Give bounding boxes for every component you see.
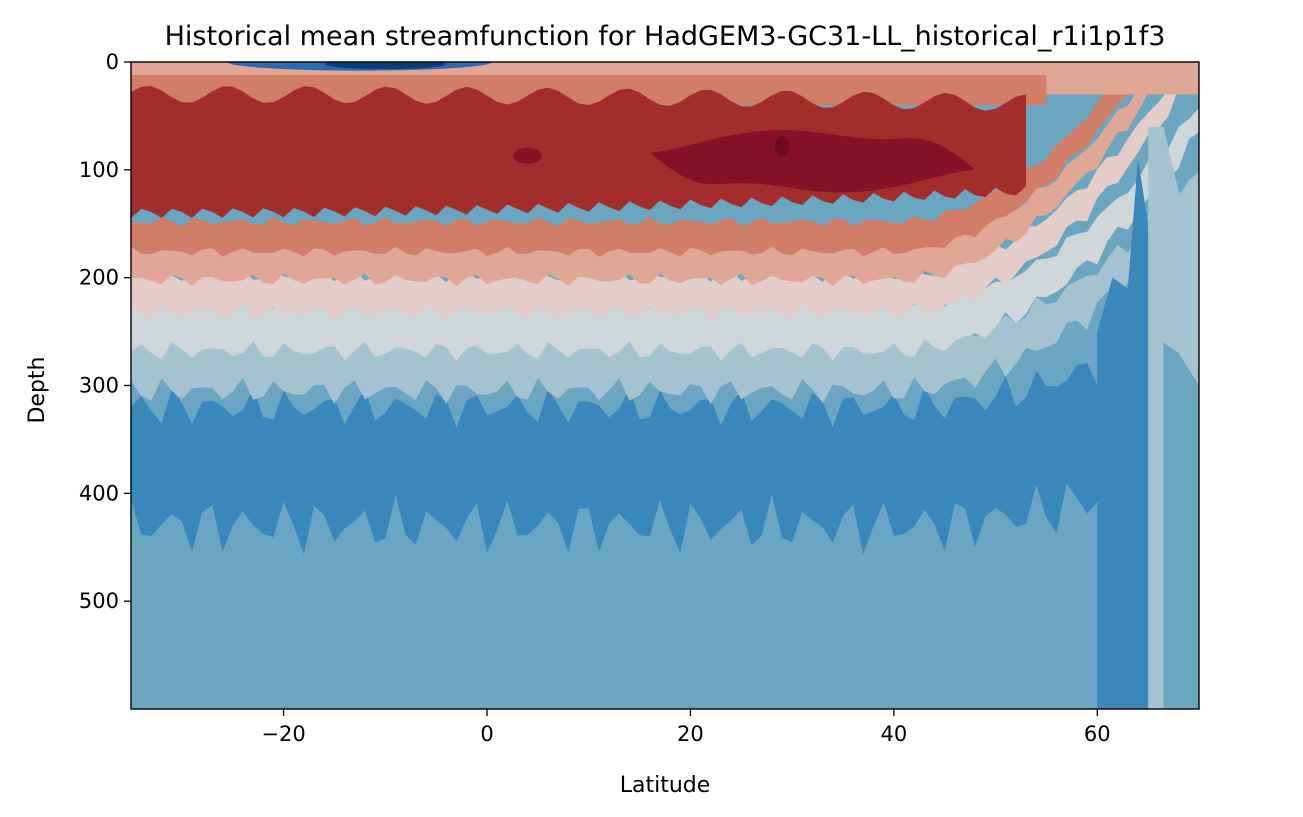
y-tick-label: 200: [79, 266, 119, 290]
y-tick-label: 500: [79, 589, 119, 613]
x-tick-label: 60: [1084, 722, 1111, 746]
x-axis-label: Latitude: [620, 773, 711, 798]
surface-negative-core: [325, 62, 446, 70]
core-maximum-small: [513, 147, 542, 164]
band-level-4: [131, 62, 1199, 321]
contour-fill: [131, 62, 1199, 709]
y-tick-label: 100: [79, 158, 119, 182]
core-peak: [774, 136, 789, 157]
chart-title: Historical mean streamfunction for HadGE…: [165, 21, 1166, 52]
x-axis: −20 0 20 40 60: [261, 709, 1111, 746]
upper-strip: [131, 74, 1047, 106]
x-tick-label: −20: [261, 722, 305, 746]
northern-column: [1097, 159, 1157, 709]
core-maximum: [651, 130, 974, 193]
northern-weak-deep: [1163, 342, 1199, 709]
band-level-1: [131, 303, 1199, 555]
x-tick-label: 20: [677, 722, 704, 746]
y-axis-label: Depth: [25, 356, 50, 423]
y-tick-label: 400: [79, 481, 119, 505]
x-tick-label: 40: [880, 722, 907, 746]
x-tick-label: 0: [480, 722, 493, 746]
y-tick-label: 0: [106, 50, 119, 74]
band-level-6: [131, 62, 1147, 257]
band-level-5: [131, 62, 1173, 287]
y-tick-label: 300: [79, 374, 119, 398]
y-axis: 0 100 200 300 400 500: [79, 50, 131, 613]
